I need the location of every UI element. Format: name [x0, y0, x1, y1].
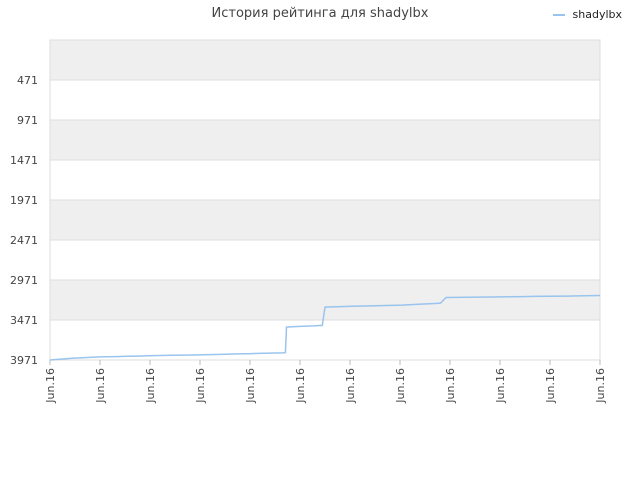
- y-tick-label: 2471: [10, 234, 38, 247]
- series-line-shadylbx: [49, 294, 601, 361]
- x-tick-label: Jun.16: [244, 368, 257, 404]
- y-tick-label: 2971: [10, 274, 38, 287]
- plot-band: [50, 160, 600, 200]
- y-tick-label: 1471: [10, 154, 38, 167]
- x-tick-label: Jun.16: [544, 368, 557, 404]
- chart-title: История рейтинга для shadylbx: [211, 6, 429, 21]
- plot-band: [50, 80, 600, 120]
- x-tick-label: Jun.16: [344, 368, 357, 404]
- x-tick-label: Jun.16: [394, 368, 407, 404]
- plot-band: [50, 240, 600, 280]
- y-tick-label: 3471: [10, 314, 38, 327]
- x-tick-label: Jun.16: [494, 368, 507, 404]
- legend: shadylbx: [552, 8, 622, 21]
- y-tick-label: 471: [17, 74, 38, 87]
- x-tick-label: Jun.16: [294, 368, 307, 404]
- legend-label: shadylbx: [572, 8, 622, 21]
- plot-band: [50, 200, 600, 240]
- plot-band: [50, 40, 600, 80]
- y-tick-label: 1971: [10, 194, 38, 207]
- y-axis: 471 971 1471 1971 2471 2971 3471 3971: [10, 74, 38, 367]
- y-tick-label: 3971: [10, 354, 38, 367]
- x-tick-label: Jun.16: [194, 368, 207, 404]
- plot-band: [50, 280, 600, 320]
- legend-swatch: [552, 13, 565, 16]
- grid-lines: [49, 39, 601, 361]
- plot-band: [50, 320, 600, 360]
- plot-bands: [50, 40, 600, 360]
- x-axis: Jun.16 Jun.16 Jun.16 Jun.16 Jun.16 Jun.16 Jun.…: [44, 360, 607, 404]
- series-layer: [49, 294, 601, 361]
- x-tick-label: Jun.16: [594, 368, 607, 404]
- x-tick-label: Jun.16: [444, 368, 457, 404]
- y-tick-label: 971: [17, 114, 38, 127]
- plot-band: [50, 120, 600, 160]
- x-tick-label: Jun.16: [144, 368, 157, 404]
- plot-border: [49, 39, 601, 361]
- x-tick-label: Jun.16: [44, 368, 57, 404]
- x-tick-label: Jun.16: [94, 368, 107, 404]
